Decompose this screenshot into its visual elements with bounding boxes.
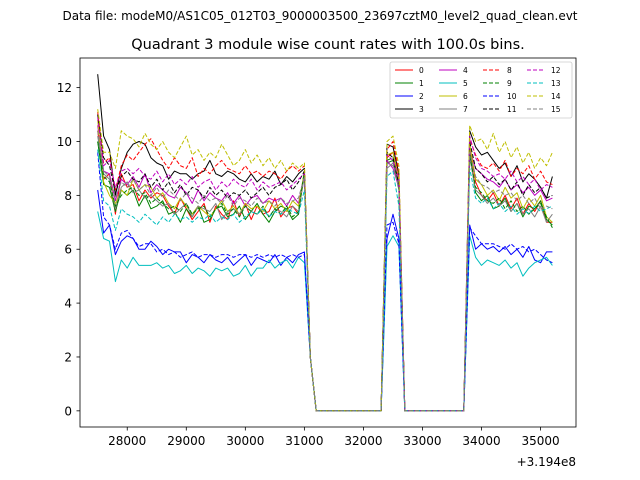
series-line-8 — [97, 111, 553, 412]
legend-label-3: 3 — [419, 105, 424, 114]
plot-area — [80, 58, 576, 427]
legend-label-15: 15 — [551, 105, 561, 114]
series-line-15 — [97, 130, 553, 412]
series-line-6 — [97, 119, 553, 412]
figure-suptitle: Data file: modeM0/AS1C05_012T03_90000035… — [62, 9, 577, 23]
axes-layer: 28000 29000 30000 31000 32000 33000 34000 35000… — [57, 81, 560, 448]
x-tick-label: 33000 — [403, 434, 441, 448]
legend-label-9: 9 — [507, 79, 512, 88]
y-tick-label: 12 — [57, 81, 72, 95]
series-line-5 — [97, 211, 553, 412]
legend-label-1: 1 — [419, 79, 424, 88]
y-tick-label: 8 — [64, 189, 72, 203]
series-line-14 — [97, 109, 553, 412]
x-tick-label: 28000 — [108, 434, 146, 448]
legend-label-7: 7 — [463, 105, 468, 114]
series-line-9 — [97, 141, 553, 412]
x-tick-label: 30000 — [226, 434, 264, 448]
series-line-12 — [97, 117, 553, 412]
legend-label-14: 14 — [551, 92, 561, 101]
legend-label-12: 12 — [551, 66, 561, 75]
series-line-3 — [97, 74, 553, 412]
x-tick-label: 31000 — [285, 434, 323, 448]
legend-label-10: 10 — [507, 92, 517, 101]
series-line-10 — [97, 152, 553, 412]
legend-label-5: 5 — [463, 79, 468, 88]
chart-title: Quadrant 3 module wise count rates with … — [131, 37, 525, 53]
y-tick-label: 10 — [57, 135, 72, 149]
series-line-13 — [97, 149, 553, 412]
x-tick-label: 35000 — [521, 434, 559, 448]
x-tick-label: 29000 — [167, 434, 205, 448]
legend-label-4: 4 — [463, 66, 468, 75]
legend-label-13: 13 — [551, 79, 561, 88]
legend-label-0: 0 — [419, 66, 424, 75]
plot-frame — [79, 57, 577, 428]
x-offset-label: +3.194e8 — [517, 455, 576, 469]
legend-label-2: 2 — [419, 92, 424, 101]
y-tick-label: 2 — [64, 350, 72, 364]
legend-label-11: 11 — [507, 105, 517, 114]
y-tick-label: 4 — [64, 297, 72, 311]
series-layer — [97, 74, 553, 412]
legend-frame — [389, 61, 573, 119]
y-tick-label: 6 — [64, 243, 72, 257]
series-line-11 — [97, 114, 553, 412]
x-tick-label: 32000 — [344, 434, 382, 448]
legend-label-6: 6 — [463, 92, 468, 101]
series-line-4 — [97, 125, 553, 412]
x-tick-label: 34000 — [462, 434, 500, 448]
y-tick-label: 0 — [64, 404, 72, 418]
legend-label-8: 8 — [507, 66, 512, 75]
series-line-2 — [97, 189, 553, 412]
